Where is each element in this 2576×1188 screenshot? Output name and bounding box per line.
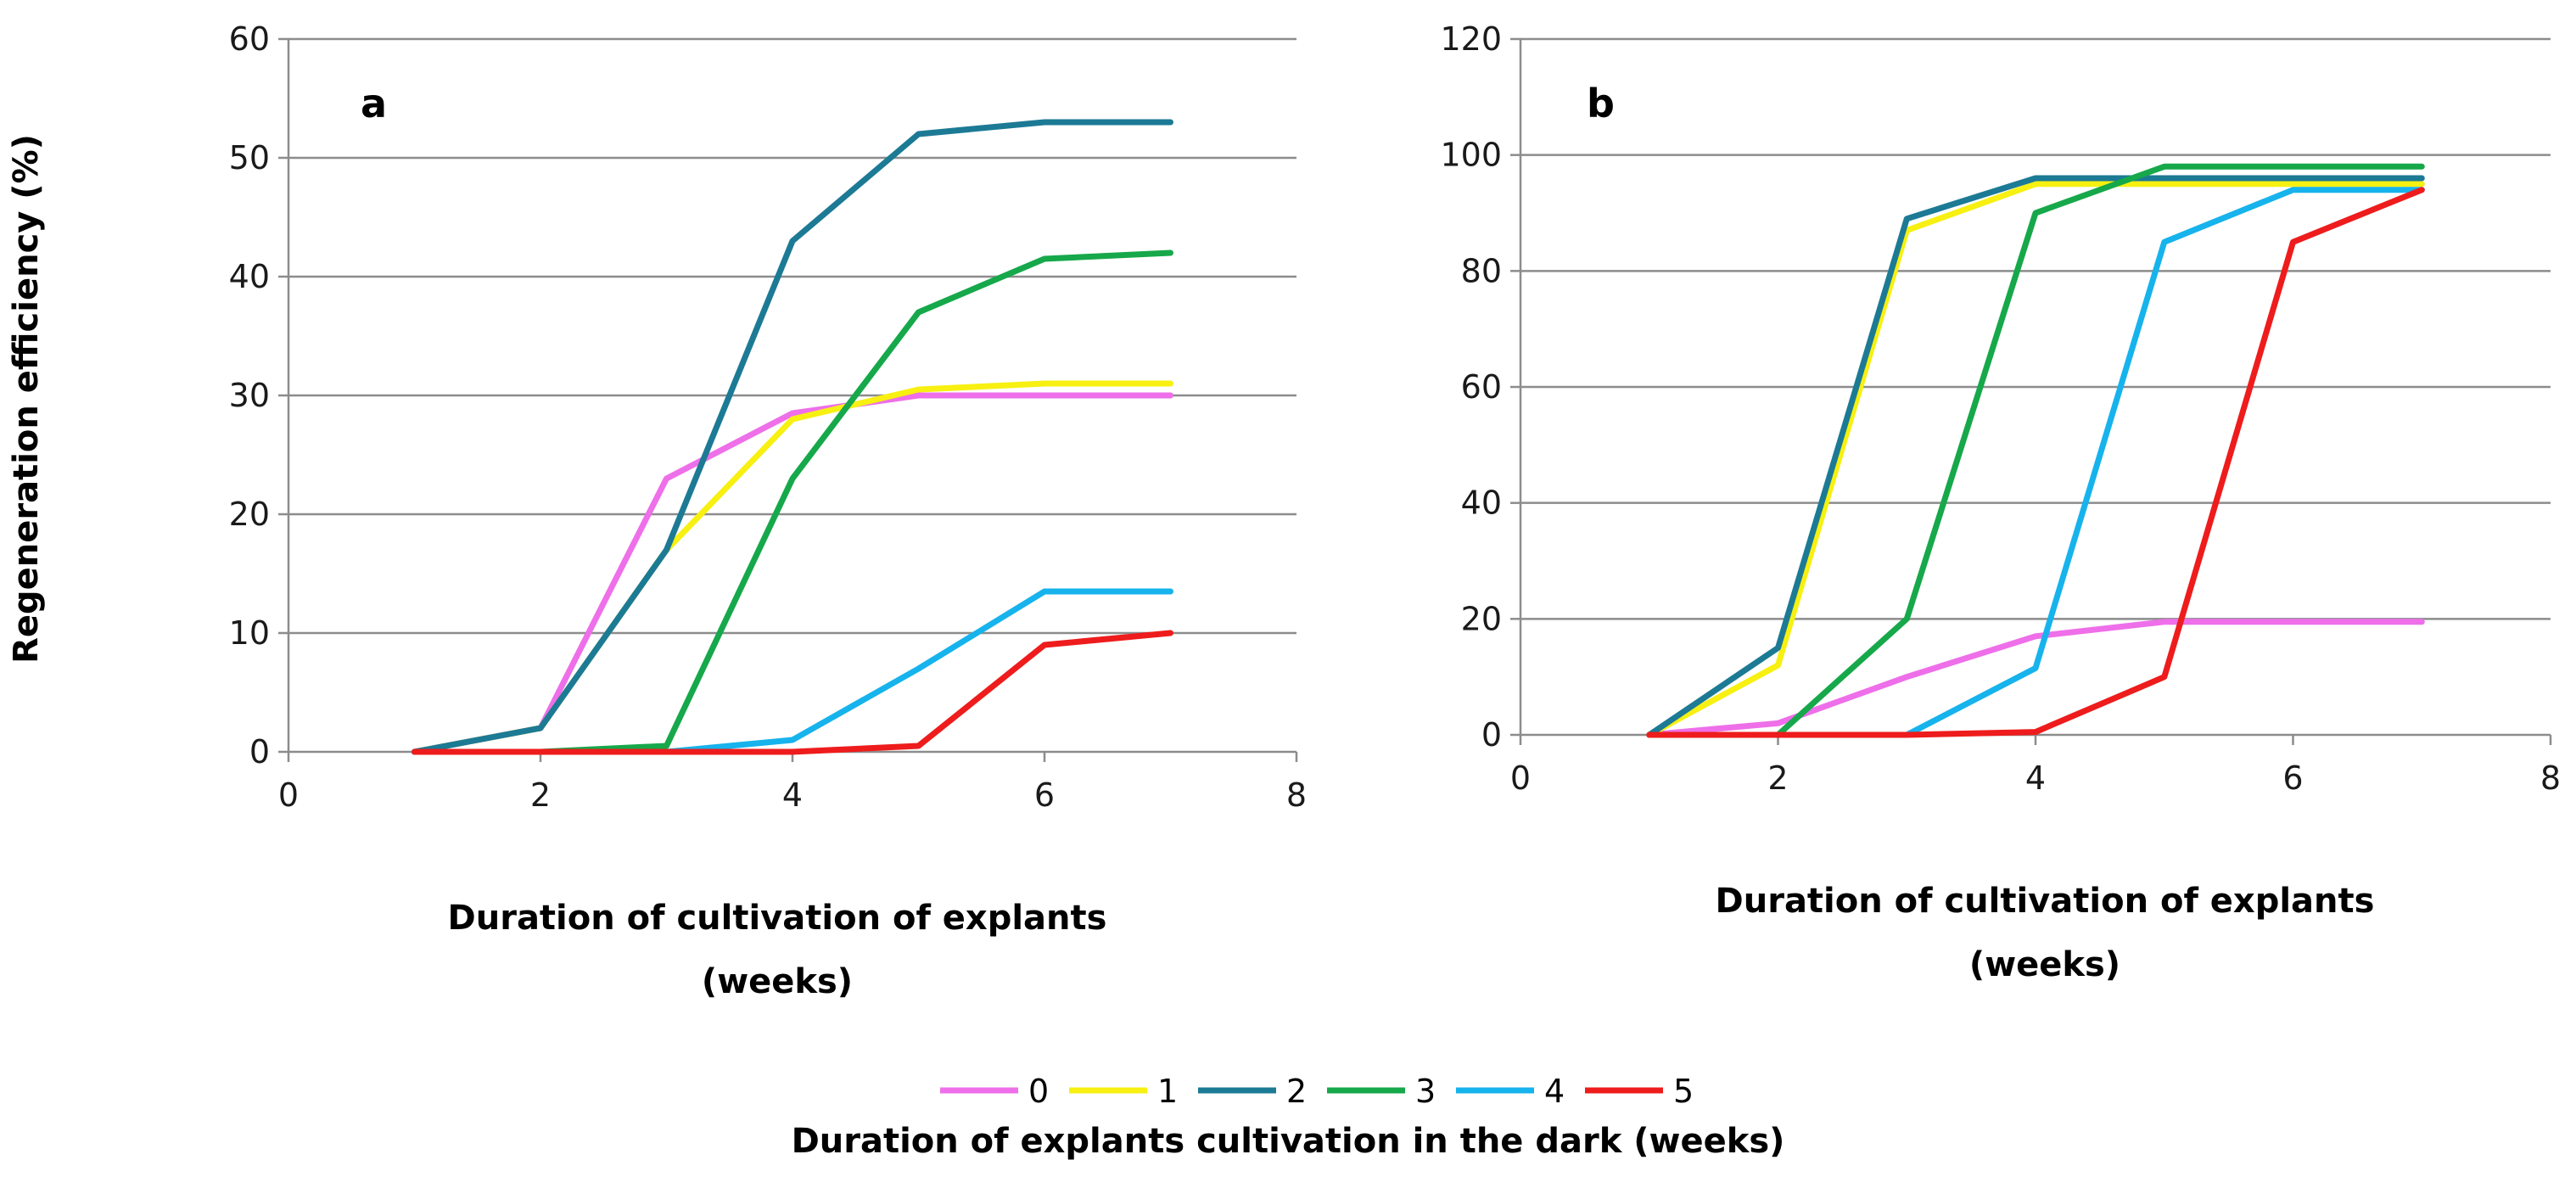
panel-b-x-axis-title-line2: (weeks) [1969,945,2120,984]
series-line-0 [412,392,1173,755]
x-tick-label: 0 [278,776,299,814]
x-tick-label: 8 [2540,759,2561,797]
x-tick-label: 6 [2282,759,2303,797]
x-tick-label: 4 [782,776,803,814]
y-tick-label: 30 [229,377,270,414]
y-tick-label: 120 [1440,20,1502,58]
y-tick-label: 0 [249,733,270,771]
legend-label-4: 4 [1544,1073,1565,1110]
series-line-3 [1775,163,2425,738]
y-tick-label: 40 [229,258,270,295]
y-tick-label: 40 [1461,485,1502,522]
y-tick-label: 80 [1461,252,1502,289]
series-line-5 [1646,187,2425,738]
y-tick-label: 20 [229,496,270,533]
y-tick-label: 20 [1461,600,1502,637]
panel-b-chart: 0 20 40 60 80 100 120 0 2 4 6 8 [1440,20,2561,797]
y-tick-label: 60 [1461,368,1502,406]
panel-a-chart: 0 10 20 30 40 50 60 0 2 4 6 8 [229,20,1307,814]
x-tick-label: 0 [1510,759,1531,797]
legend: 0 1 2 3 4 5 [940,1073,1694,1110]
panel-b-x-axis-title-line1: Duration of cultivation of explants [1716,882,2375,921]
series-line-4 [1903,187,2425,738]
y-tick-label: 60 [229,20,270,58]
panel-a-label: a [361,81,387,126]
y-axis-title: Regeneration efficiency (%) [7,134,46,664]
legend-label-2: 2 [1286,1073,1307,1110]
y-tick-label: 50 [229,139,270,177]
y-tick-label: 0 [1481,716,1502,754]
y-tick-label: 10 [229,614,270,652]
series-line-1 [412,380,1173,755]
series-line-0 [1646,619,2425,738]
x-tick-label: 6 [1034,776,1055,814]
legend-label-3: 3 [1415,1073,1436,1110]
panel-a-x-axis-title-line1: Duration of cultivation of explants [448,899,1107,938]
panel-a-x-axis-title-line2: (weeks) [702,962,853,1001]
y-tick-label: 100 [1440,137,1502,174]
series-line-1 [1646,181,2425,738]
x-tick-label: 4 [2025,759,2046,797]
x-tick-label: 2 [1767,759,1788,797]
series-line-2 [1646,175,2425,738]
series-line-5 [412,630,1173,755]
legend-label-5: 5 [1673,1073,1694,1110]
legend-title: Duration of explants cultivation in the … [792,1122,1785,1161]
legend-label-1: 1 [1157,1073,1178,1110]
panel-b-label: b [1587,81,1615,126]
x-tick-label: 8 [1286,776,1307,814]
legend-label-0: 0 [1028,1073,1049,1110]
series-line-2 [412,119,1173,755]
series-line-3 [412,249,1173,755]
x-tick-label: 2 [530,776,551,814]
